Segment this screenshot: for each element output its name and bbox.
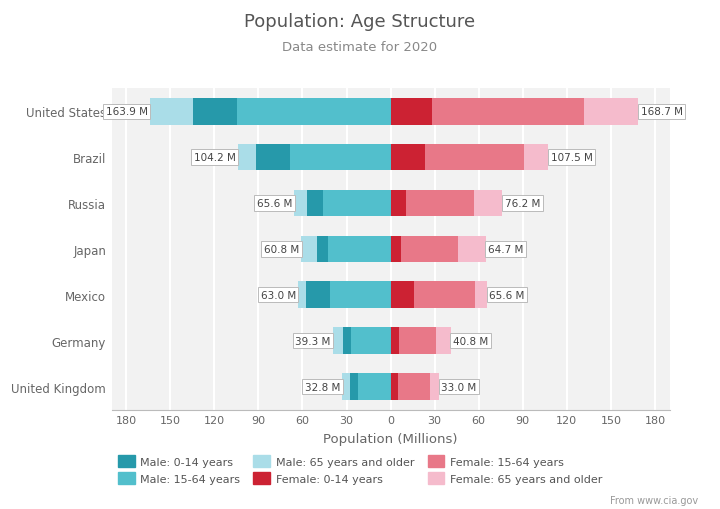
Text: Data estimate for 2020: Data estimate for 2020 — [282, 41, 438, 53]
Text: 63.0 M: 63.0 M — [261, 290, 296, 300]
Text: 76.2 M: 76.2 M — [505, 199, 540, 209]
Text: 39.3 M: 39.3 M — [295, 336, 330, 346]
Bar — [330, 282, 391, 308]
Bar — [398, 374, 430, 400]
Bar — [256, 145, 290, 171]
Bar — [294, 190, 307, 217]
Bar — [414, 282, 474, 308]
Bar — [474, 190, 503, 217]
Bar — [193, 99, 237, 125]
Bar — [406, 190, 474, 217]
Bar — [391, 282, 414, 308]
Bar — [432, 99, 585, 125]
Bar — [458, 236, 485, 263]
Bar — [585, 99, 639, 125]
Bar — [343, 328, 351, 354]
Bar — [333, 328, 343, 354]
Bar — [351, 328, 391, 354]
Bar — [391, 236, 401, 263]
Text: 65.6 M: 65.6 M — [489, 290, 524, 300]
Bar — [306, 282, 330, 308]
Bar — [298, 282, 306, 308]
Bar — [399, 328, 436, 354]
Bar — [318, 236, 328, 263]
Text: Population: Age Structure: Population: Age Structure — [244, 13, 476, 31]
Text: 33.0 M: 33.0 M — [441, 382, 477, 392]
Bar — [238, 145, 256, 171]
Bar — [290, 145, 391, 171]
Bar — [391, 99, 432, 125]
Bar — [430, 374, 439, 400]
Bar — [391, 190, 406, 217]
Legend: Male: 0-14 years, Male: 15-64 years, Male: 65 years and older, Female: 0-14 year: Male: 0-14 years, Male: 15-64 years, Mal… — [114, 451, 606, 488]
Bar — [474, 282, 487, 308]
Bar — [343, 374, 350, 400]
Text: From www.cia.gov: From www.cia.gov — [611, 495, 698, 505]
Bar — [150, 99, 193, 125]
Bar — [391, 374, 398, 400]
Bar — [301, 236, 318, 263]
Bar — [307, 190, 323, 217]
X-axis label: Population (Millions): Population (Millions) — [323, 432, 458, 445]
Text: 65.6 M: 65.6 M — [257, 199, 292, 209]
Text: 104.2 M: 104.2 M — [194, 153, 235, 163]
Text: 168.7 M: 168.7 M — [641, 107, 683, 117]
Bar — [391, 328, 399, 354]
Text: 32.8 M: 32.8 M — [305, 382, 341, 392]
Bar — [401, 236, 458, 263]
Text: 40.8 M: 40.8 M — [453, 336, 488, 346]
Text: 60.8 M: 60.8 M — [264, 244, 299, 254]
Bar — [391, 145, 425, 171]
Bar — [358, 374, 391, 400]
Text: 163.9 M: 163.9 M — [106, 107, 148, 117]
Bar — [350, 374, 358, 400]
Bar — [237, 99, 391, 125]
Bar — [328, 236, 391, 263]
Text: 64.7 M: 64.7 M — [488, 244, 523, 254]
Bar — [436, 328, 451, 354]
Bar — [425, 145, 524, 171]
Bar — [524, 145, 549, 171]
Text: 107.5 M: 107.5 M — [551, 153, 593, 163]
Bar — [323, 190, 391, 217]
